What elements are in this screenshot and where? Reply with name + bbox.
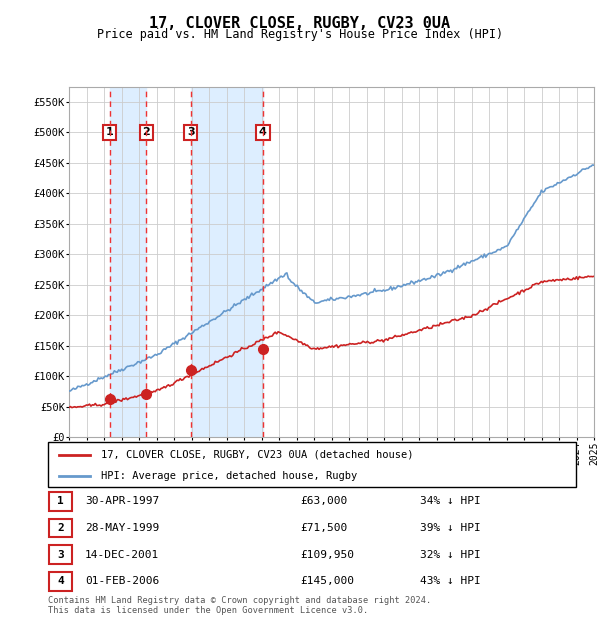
Text: 2: 2 [142, 128, 150, 138]
FancyBboxPatch shape [49, 519, 72, 538]
Text: 2: 2 [57, 523, 64, 533]
Text: 3: 3 [57, 550, 64, 560]
Text: 17, CLOVER CLOSE, RUGBY, CV23 0UA: 17, CLOVER CLOSE, RUGBY, CV23 0UA [149, 16, 451, 30]
FancyBboxPatch shape [49, 546, 72, 564]
Text: 39% ↓ HPI: 39% ↓ HPI [420, 523, 481, 533]
Text: 34% ↓ HPI: 34% ↓ HPI [420, 497, 481, 507]
Text: £109,950: £109,950 [300, 550, 354, 560]
Bar [191, 87, 263, 437]
Text: £145,000: £145,000 [300, 577, 354, 587]
Text: HPI: Average price, detached house, Rugby: HPI: Average price, detached house, Rugb… [101, 471, 357, 480]
Text: 4: 4 [57, 577, 64, 587]
Text: 1: 1 [57, 497, 64, 507]
Text: Price paid vs. HM Land Registry's House Price Index (HPI): Price paid vs. HM Land Registry's House … [97, 28, 503, 41]
Text: 3: 3 [187, 128, 194, 138]
Bar [110, 87, 146, 437]
Text: 01-FEB-2006: 01-FEB-2006 [85, 577, 160, 587]
Text: £71,500: £71,500 [300, 523, 347, 533]
FancyBboxPatch shape [49, 572, 72, 591]
FancyBboxPatch shape [49, 492, 72, 511]
Text: 17, CLOVER CLOSE, RUGBY, CV23 0UA (detached house): 17, CLOVER CLOSE, RUGBY, CV23 0UA (detac… [101, 450, 413, 459]
Text: 28-MAY-1999: 28-MAY-1999 [85, 523, 160, 533]
Text: 43% ↓ HPI: 43% ↓ HPI [420, 577, 481, 587]
Text: 30-APR-1997: 30-APR-1997 [85, 497, 160, 507]
Text: 14-DEC-2001: 14-DEC-2001 [85, 550, 160, 560]
Text: £63,000: £63,000 [300, 497, 347, 507]
Text: 4: 4 [259, 128, 267, 138]
Text: 32% ↓ HPI: 32% ↓ HPI [420, 550, 481, 560]
Text: 1: 1 [106, 128, 113, 138]
Text: Contains HM Land Registry data © Crown copyright and database right 2024.
This d: Contains HM Land Registry data © Crown c… [48, 596, 431, 615]
